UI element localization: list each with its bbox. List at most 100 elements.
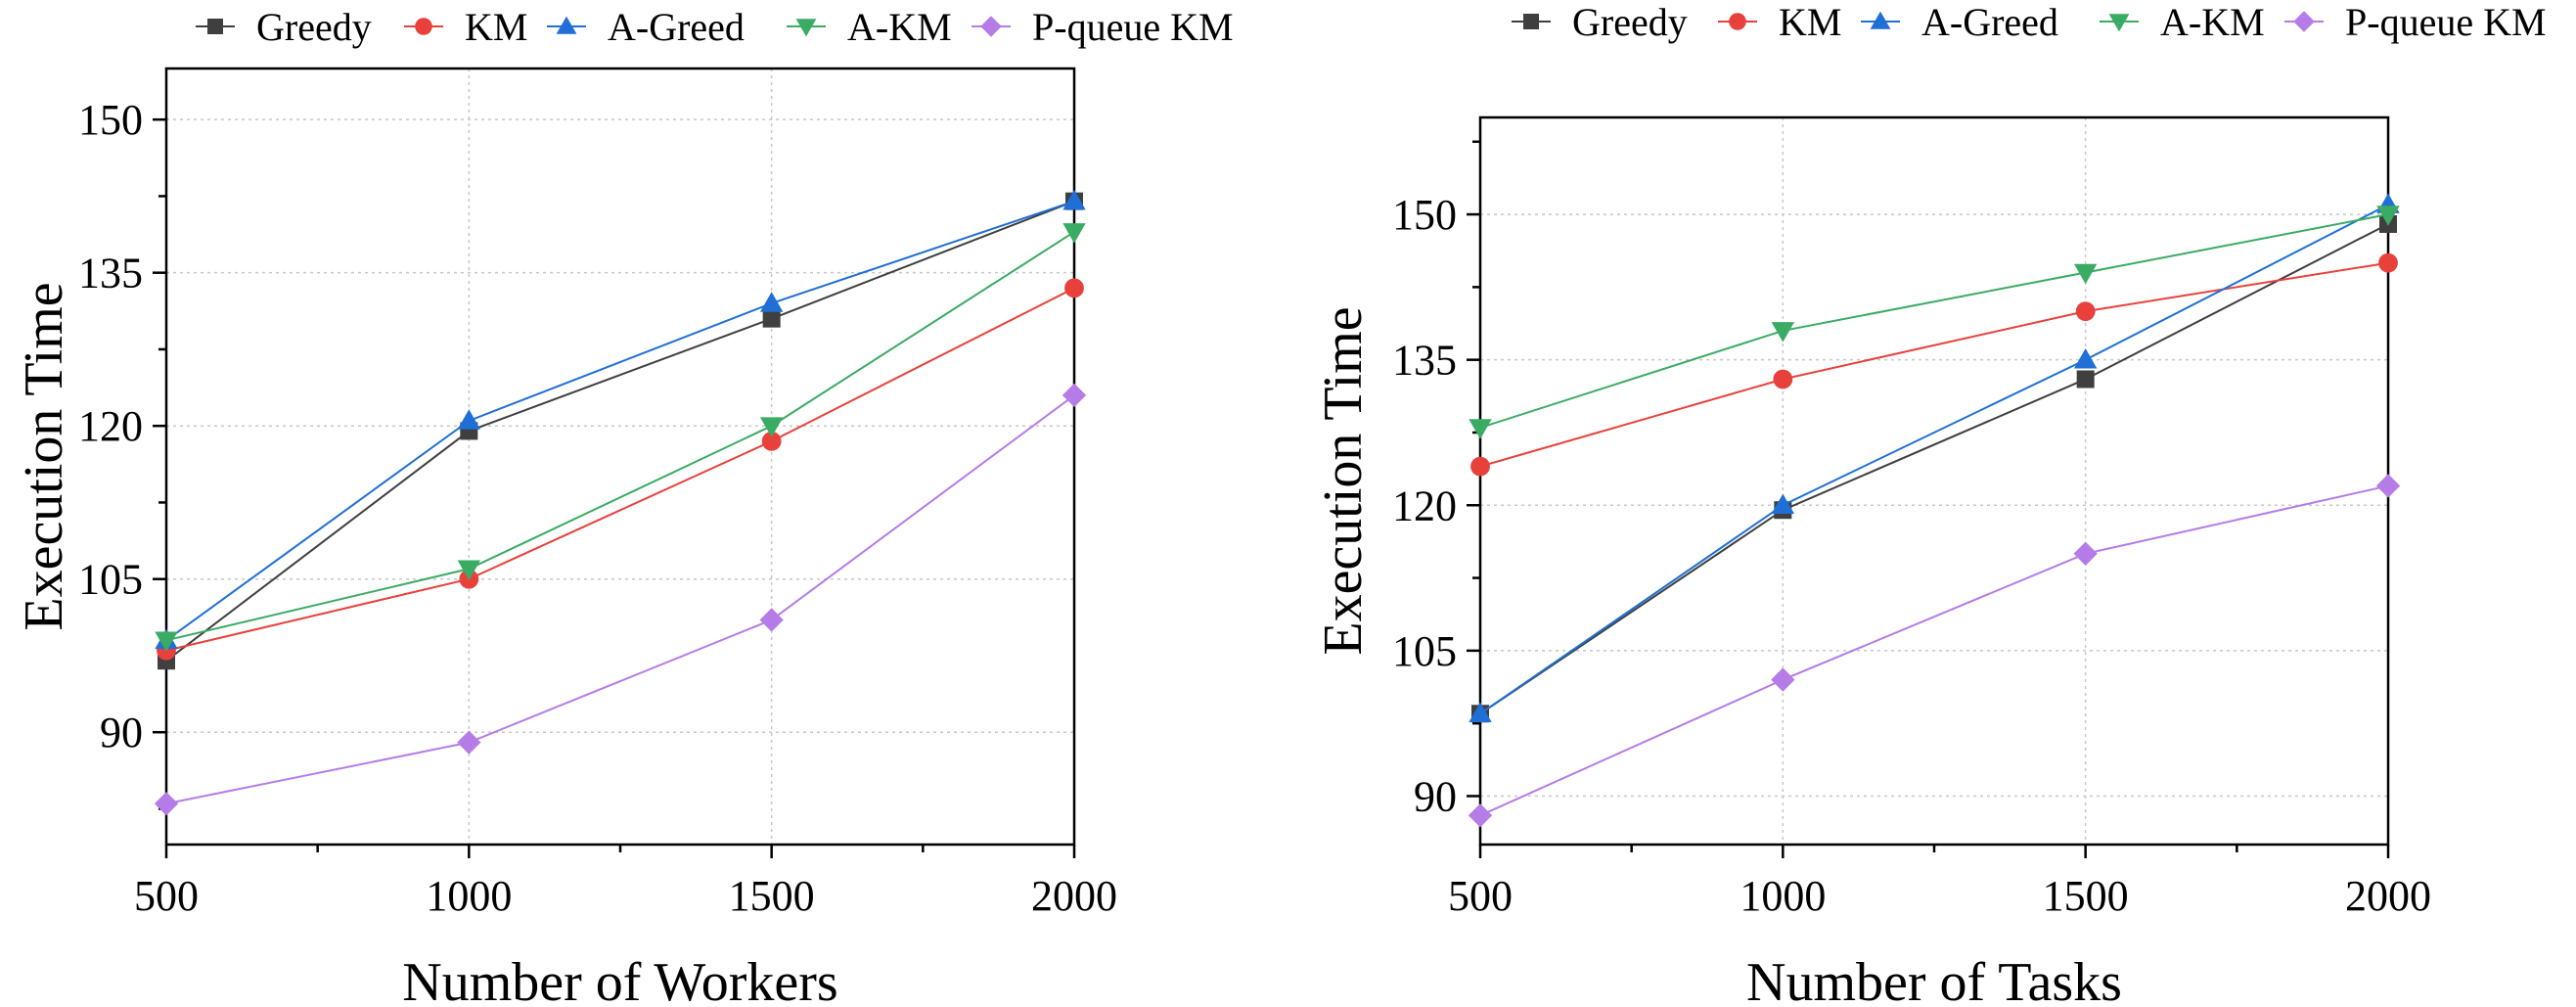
legend-marker-pqueue_km: [980, 16, 1002, 37]
data-point-km: [2075, 301, 2096, 322]
y-tick-label: 150: [1392, 191, 1457, 239]
gridlines: [1480, 117, 2388, 845]
legend-marker-a_greed: [556, 16, 577, 34]
y-axis-ticks: 90 105 120 135 150: [78, 96, 166, 810]
legend-marker-greedy: [1523, 14, 1539, 29]
series-line-km: [165, 287, 1075, 652]
series-greedy: [1471, 214, 2397, 723]
data-point-a_greed: [2073, 347, 2098, 369]
series-line-pqueue_km: [165, 394, 1075, 805]
legend-marker-a_greed: [1870, 11, 1891, 29]
y-tick-label: 90: [100, 709, 143, 756]
legend-label-a_km: A-KM: [2160, 0, 2265, 44]
series-pqueue_km: [154, 383, 1087, 816]
plot-frame: [1478, 115, 2390, 847]
y-axis-title: Execution Time: [1313, 306, 1374, 655]
series-line-greedy: [165, 200, 1075, 662]
data-point-a_greed: [457, 409, 481, 430]
data-point-greedy: [2076, 370, 2095, 389]
data-point-a_km: [759, 417, 784, 437]
x-axis-title: Number of Tasks: [1746, 952, 2122, 1007]
series-line-a_km: [165, 231, 1075, 642]
x-tick-label: 2000: [2345, 872, 2431, 920]
x-tick-label: 500: [1448, 872, 1513, 920]
y-tick-label: 120: [78, 402, 143, 450]
y-axis-ticks: 90 105 120 135 150: [1392, 140, 1480, 820]
y-axis-title: Execution Time: [14, 282, 74, 630]
y-tick-label: 135: [1392, 337, 1457, 385]
series-a_greed: [155, 189, 1086, 650]
data-point-km: [1470, 456, 1490, 477]
legend-label-a_greed: A-Greed: [608, 5, 745, 49]
x-tick-label: 500: [134, 872, 199, 920]
x-axis-ticks: 500 1000 1500 2000: [134, 845, 1117, 920]
y-tick-label: 105: [78, 556, 143, 604]
data-point-greedy: [762, 309, 781, 328]
x-tick-label: 2000: [1031, 872, 1117, 920]
legend-marker-greedy: [207, 19, 223, 34]
data-point-a_greed: [1469, 702, 1492, 723]
data-point-pqueue_km: [1468, 803, 1493, 828]
legend-marker-pqueue_km: [2293, 11, 2315, 32]
series-km: [1470, 252, 2398, 477]
data-point-a_km: [1771, 322, 1795, 343]
data-point-pqueue_km: [154, 792, 179, 816]
x-tick-label: 1000: [426, 872, 512, 920]
data-point-pqueue_km: [1771, 667, 1795, 692]
y-tick-label: 90: [1414, 772, 1457, 820]
plot-frame: [164, 67, 1076, 847]
x-axis-title: Number of Workers: [402, 952, 837, 1007]
x-axis-ticks: 500 1000 1500 2000: [1448, 845, 2431, 920]
legend-label-pqueue_km: P-queue KM: [1032, 5, 1234, 49]
legend-marker-a_km: [2108, 14, 2130, 32]
legend: Greedy KM A-Greed A-KM P-queue KM: [1512, 0, 2547, 44]
data-point-a_km: [2073, 263, 2098, 285]
data-point-a_greed: [1771, 493, 1795, 515]
data-point-a_km: [1469, 419, 1492, 439]
series-greedy: [158, 192, 1083, 670]
data-point-a_greed: [759, 292, 784, 312]
x-tick-label: 1500: [729, 872, 815, 920]
series-line-km: [1479, 261, 2389, 468]
series-a_km: [155, 223, 1086, 653]
legend-label-km: KM: [465, 5, 527, 49]
data-point-pqueue_km: [1062, 383, 1087, 408]
series-a_greed: [1469, 193, 2400, 723]
data-point-km: [2378, 252, 2398, 273]
chart-2: 500 1000 1500 2000 90 105 120 135 150 Number of T…: [1313, 0, 2547, 1007]
legend-marker-a_km: [795, 19, 817, 37]
legend-label-greedy: Greedy: [256, 5, 372, 49]
y-tick-label: 135: [78, 250, 143, 298]
series-line-a_greed: [165, 200, 1075, 642]
legend-marker-km: [415, 18, 432, 35]
legend-label-greedy: Greedy: [1572, 0, 1688, 44]
data-point-a_greed: [1062, 189, 1086, 210]
legend-marker-km: [1729, 13, 1746, 30]
legend-label-pqueue_km: P-queue KM: [2345, 0, 2547, 44]
series-line-a_km: [1479, 213, 2389, 429]
legend-label-a_greed: A-Greed: [1921, 0, 2058, 44]
data-point-pqueue_km: [759, 608, 784, 632]
series-line-pqueue_km: [1479, 484, 2389, 817]
series-km: [157, 278, 1084, 661]
data-point-km: [761, 431, 782, 451]
data-point-pqueue_km: [2375, 474, 2401, 498]
data-point-a_km: [155, 631, 178, 653]
y-tick-label: 105: [1392, 627, 1457, 675]
y-tick-label: 150: [78, 96, 143, 144]
data-point-km: [1064, 278, 1084, 298]
series-a_km: [1469, 206, 2400, 439]
chart-1: 500 1000 1500 2000 90 105 120 135 150 Number of W…: [14, 5, 1234, 1007]
x-tick-label: 1500: [2043, 872, 2129, 920]
series-line-a_greed: [1479, 204, 2389, 715]
data-point-km: [1773, 369, 1793, 389]
gridlines: [166, 69, 1074, 845]
y-tick-label: 120: [1392, 481, 1457, 529]
data-point-pqueue_km: [457, 730, 481, 755]
legend-label-a_km: A-KM: [847, 5, 952, 49]
data-point-a_km: [457, 560, 481, 580]
legend-label-km: KM: [1779, 0, 1841, 44]
series-pqueue_km: [1468, 474, 2401, 828]
data-point-a_km: [1062, 223, 1086, 244]
data-point-a_km: [2376, 206, 2400, 226]
